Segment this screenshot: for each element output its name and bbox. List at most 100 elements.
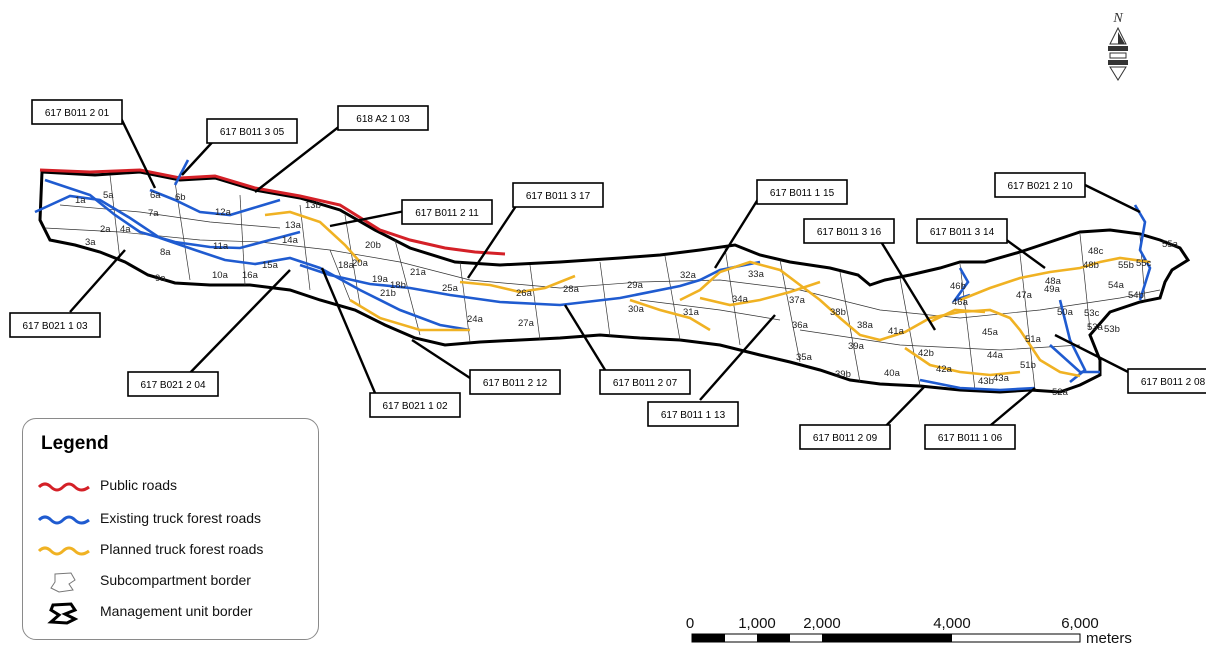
subcompartment-label: 47a (1016, 290, 1033, 301)
public-road-swatch-icon (37, 482, 90, 492)
subcompartment-label: 2a (100, 224, 111, 235)
legend-item-planned-roads: Planned truck forest roads (37, 539, 317, 561)
north-arrow-icon: N (1108, 11, 1128, 81)
subcompartment-label: 41a (888, 326, 905, 337)
road-tag: 617 B011 1 06 (924, 424, 1016, 450)
subcompartment-label: 25a (442, 283, 459, 294)
subcompartment-label: 35a (796, 352, 813, 363)
subcompartment-label: 53a (1087, 322, 1104, 333)
subcompartment-label: 48a (1045, 276, 1062, 287)
subcompartment-label: 21a (410, 267, 427, 278)
subcompartment-label: 45a (982, 327, 999, 338)
subcompartment-label: 43a (993, 373, 1010, 384)
subcompartment-label: 55b (1118, 260, 1134, 271)
subcompartment-label: 19a (372, 274, 389, 285)
subcompartment-label: 26a (516, 288, 533, 299)
subcompartment-label: 49a (1044, 284, 1061, 295)
road-tag: 617 B011 3 16 (803, 218, 895, 244)
road-tag-label: 617 B011 3 16 (817, 227, 882, 238)
road-tag: 617 B011 2 08 (1127, 368, 1206, 394)
legend-item-existing-roads: Existing truck forest roads (37, 508, 317, 530)
legend-label: Subcompartment border (100, 572, 251, 588)
subcompartment-label: 5a (103, 190, 114, 201)
road-tag-label: 617 B011 2 11 (415, 208, 479, 219)
road-tags: 617 B011 2 01 617 B011 3 05 618 A2 1 03 617… (9, 99, 1206, 450)
subcompartment-label: 37a (789, 295, 806, 306)
road-tag: 618 A2 1 03 (337, 105, 429, 131)
subcompartment-label: 6a (150, 190, 161, 201)
road-tag: 617 B021 1 03 (9, 312, 101, 338)
road-tag-label: 617 B011 2 01 (45, 108, 110, 119)
subcompartment-label: 18b (390, 280, 406, 291)
subcompartment-label: 38b (830, 307, 846, 318)
road-tag: 617 B011 2 11 (401, 199, 493, 225)
subcompartment-label: 30a (628, 304, 645, 315)
road-tag: 617 B011 3 17 (512, 182, 604, 208)
road-tag-label: 617 B011 3 14 (930, 227, 995, 238)
subcompartment-label: 48c (1088, 246, 1104, 257)
scale-unit: meters (1086, 630, 1132, 645)
road-tag-label: 617 B011 2 07 (613, 378, 678, 389)
road-tag-label: 617 B021 2 04 (140, 380, 205, 391)
subcompartment-label: 16a (242, 270, 259, 281)
subcompartment-border-swatch-icon (50, 572, 76, 593)
subcompartment-label: 4a (120, 224, 131, 235)
road-tag-label: 618 A2 1 03 (356, 114, 410, 125)
tag-leaders (69, 111, 1141, 433)
subcompartment-label: 6b (175, 192, 186, 203)
road-tag: 617 B011 2 12 (469, 369, 561, 395)
road-tag: 617 B021 2 10 (994, 172, 1086, 198)
subcompartment-label: 51a (1025, 334, 1042, 345)
road-tag-label: 617 B021 1 02 (382, 401, 447, 412)
road-tag-label: 617 B011 2 12 (483, 378, 548, 389)
subcompartment-label: 32a (680, 270, 697, 281)
road-tag-label: 617 B011 1 13 (661, 410, 726, 421)
subcompartment-label: 31a (683, 307, 700, 318)
road-tag-label: 617 B011 2 09 (813, 433, 878, 444)
subcompartment-label: 18a (338, 260, 355, 271)
subcompartment-label: 40a (884, 368, 901, 379)
subcompartment-label: 1a (75, 195, 86, 206)
subcompartment-label: 42b (918, 348, 934, 359)
road-tag-label: 617 B011 1 15 (770, 188, 835, 199)
legend-item-management-border: Management unit border (37, 601, 317, 625)
road-tag: 617 B011 3 05 (206, 118, 298, 144)
road-tag-label: 617 B011 3 05 (220, 127, 285, 138)
road-tag: 617 B021 1 02 (369, 392, 461, 418)
subcompartment-label: 7a (148, 208, 159, 219)
existing-road-swatch-icon (37, 515, 90, 525)
road-tag: 617 B011 2 07 (599, 369, 691, 395)
subcompartment-label: 3a (85, 237, 96, 248)
planned-roads (264, 210, 1151, 378)
subcompartment-label: 27a (518, 318, 535, 329)
subcompartment-label: 24a (467, 314, 484, 325)
subcompartment-label: 54a (1108, 280, 1125, 291)
subcompartment-label: 12a (215, 207, 232, 218)
subcompartment-label: 48b (1083, 260, 1099, 271)
subcompartment-label: 55c (1136, 258, 1152, 269)
scale-label-4000: 4,000 (933, 615, 971, 632)
subcompartment-label: 53c (1084, 308, 1100, 319)
subcompartment-label: 29a (627, 280, 644, 291)
legend-label: Planned truck forest roads (100, 541, 264, 557)
road-tag-label: 617 B011 3 17 (526, 191, 591, 202)
subcompartment-label: 38a (857, 320, 874, 331)
subcompartment-label: 42a (936, 364, 953, 375)
subcompartment-label: 39b (835, 369, 851, 380)
north-label: N (1112, 11, 1123, 26)
subcompartment-label: 53b (1104, 324, 1120, 335)
subcompartment-label: 8a (160, 247, 171, 258)
subcompartment-label: 43b (978, 376, 994, 387)
subcompartment-label: 55a (1162, 239, 1179, 250)
road-tag: 617 B011 1 13 (647, 401, 739, 427)
scale-label-6000: 6,000 (1061, 615, 1099, 632)
legend-title: Legend (41, 433, 109, 454)
subcompartment-label: 13b (305, 200, 321, 211)
subcompartment-label: 13a (285, 220, 302, 231)
planned-road-swatch-icon (37, 546, 90, 556)
subcompartment-label: 36a (792, 320, 809, 331)
subcompartment-label: 21b (380, 288, 396, 299)
road-tag-label: 617 B011 1 06 (938, 433, 1003, 444)
